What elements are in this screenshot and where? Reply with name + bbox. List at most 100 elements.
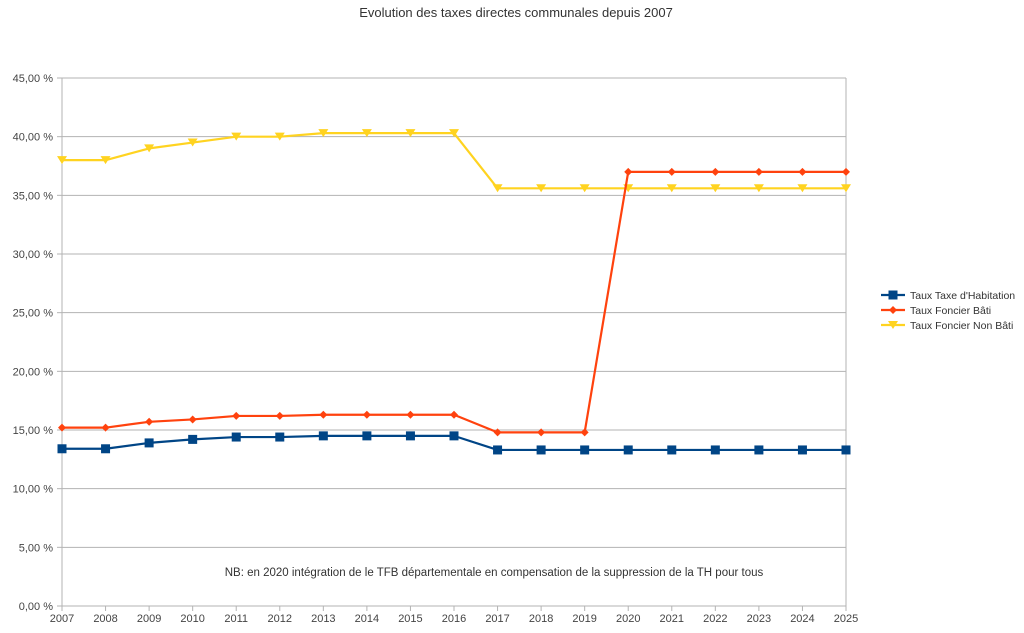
data-point-diamond — [319, 410, 328, 419]
data-point-diamond — [188, 415, 197, 424]
data-point-diamond — [450, 410, 458, 419]
data-point-diamond — [232, 411, 241, 420]
x-tick-label: 2024 — [790, 613, 814, 625]
x-tick-label: 2013 — [311, 613, 335, 625]
data-point-diamond — [493, 428, 502, 437]
x-axis: 2007 2008 2009 2010 2011 2012 2013 2014 2015 2016… — [50, 606, 858, 625]
data-point-triangle — [753, 184, 764, 193]
y-tick-label: 15,00 % — [13, 425, 54, 437]
data-point-square — [841, 445, 851, 455]
data-point-triangle — [536, 184, 547, 193]
data-point-square — [797, 445, 807, 455]
series-line — [62, 170, 846, 434]
grid — [61, 77, 847, 607]
data-point-square — [888, 290, 898, 300]
data-point-diamond — [406, 410, 415, 419]
legend: Taux Taxe d'Habitation Taux Foncier Bâti T… — [881, 290, 1015, 332]
chart-annotation: NB: en 2020 intégration de le TFB départ… — [225, 567, 764, 579]
x-tick-label: 2009 — [137, 613, 161, 625]
x-tick-label: 2023 — [747, 613, 771, 625]
data-point-square — [144, 438, 154, 448]
data-point-diamond — [537, 428, 546, 437]
x-tick-label: 2010 — [180, 613, 204, 625]
y-tick-label: 20,00 % — [13, 366, 54, 378]
y-tick-label: 40,00 % — [13, 132, 54, 144]
y-tick-label: 30,00 % — [13, 249, 54, 261]
data-point-triangle — [274, 132, 285, 141]
series-line — [62, 132, 846, 190]
data-point-triangle — [100, 156, 111, 165]
data-point-diamond — [275, 411, 284, 420]
data-point-square — [231, 432, 241, 442]
data-point-diamond — [101, 423, 110, 432]
x-tick-label: 2016 — [442, 613, 466, 625]
data-point-square — [493, 445, 503, 455]
x-tick-label: 2018 — [529, 613, 553, 625]
data-point-triangle — [888, 321, 898, 329]
data-point-triangle — [57, 156, 67, 165]
data-point-triangle — [666, 184, 677, 193]
data-point-diamond — [145, 417, 154, 426]
data-point-triangle — [361, 129, 372, 138]
x-tick-label: 2020 — [616, 613, 640, 625]
x-tick-label: 2012 — [268, 613, 292, 625]
x-tick-label: 2011 — [224, 613, 248, 625]
data-point-square — [754, 445, 764, 455]
data-point-triangle — [841, 184, 851, 193]
data-point-diamond — [754, 167, 763, 176]
x-tick-label: 2008 — [93, 613, 117, 625]
data-point-diamond — [798, 167, 807, 176]
data-point-diamond — [667, 167, 676, 176]
data-point-square — [405, 431, 415, 441]
y-axis: 0,00 % 5,00 % 10,00 % 15,00 % 20,00 % 25,00 %… — [13, 73, 62, 613]
data-point-square — [275, 432, 285, 442]
x-tick-label: 2007 — [50, 613, 74, 625]
data-point-square — [667, 445, 677, 455]
chart-title: Evolution des taxes directes communales … — [359, 5, 673, 20]
x-tick-label: 2019 — [572, 613, 596, 625]
x-tick-label: 2015 — [398, 613, 422, 625]
series-group — [57, 129, 851, 455]
data-point-square — [580, 445, 590, 455]
legend-item: Taux Foncier Non Bâti — [881, 320, 1013, 332]
y-tick-label: 5,00 % — [19, 542, 53, 554]
data-point-square — [623, 445, 633, 455]
data-point-diamond — [889, 306, 897, 314]
legend-label: Taux Foncier Non Bâti — [910, 320, 1013, 332]
data-point-diamond — [580, 428, 589, 437]
data-point-diamond — [58, 423, 66, 432]
y-tick-label: 45,00 % — [13, 73, 54, 85]
data-point-triangle — [797, 184, 808, 193]
legend-label: Taux Foncier Bâti — [910, 305, 991, 317]
data-point-square — [362, 431, 372, 441]
data-point-triangle — [231, 132, 242, 141]
legend-item: Taux Taxe d'Habitation — [881, 290, 1015, 302]
x-tick-label: 2017 — [485, 613, 509, 625]
data-point-square — [318, 431, 328, 441]
x-tick-label: 2014 — [355, 613, 379, 625]
y-tick-label: 10,00 % — [13, 484, 54, 496]
y-tick-label: 35,00 % — [13, 190, 54, 202]
data-point-diamond — [362, 410, 371, 419]
x-tick-label: 2021 — [660, 613, 684, 625]
x-tick-label: 2025 — [834, 613, 858, 625]
series-0 — [57, 431, 851, 455]
legend-item: Taux Foncier Bâti — [881, 305, 991, 317]
data-point-triangle — [449, 129, 459, 138]
data-point-triangle — [187, 138, 198, 147]
series-2 — [57, 129, 851, 193]
data-point-triangle — [318, 129, 329, 138]
data-point-square — [188, 434, 198, 444]
data-point-diamond — [711, 167, 720, 176]
y-tick-label: 0,00 % — [19, 601, 53, 613]
data-point-triangle — [405, 129, 416, 138]
data-point-square — [710, 445, 720, 455]
legend-label: Taux Taxe d'Habitation — [910, 290, 1015, 302]
data-point-square — [536, 445, 546, 455]
data-point-diamond — [624, 167, 633, 176]
data-point-square — [101, 444, 111, 454]
y-tick-label: 25,00 % — [13, 308, 54, 320]
series-1 — [58, 167, 850, 437]
data-point-square — [57, 444, 67, 454]
